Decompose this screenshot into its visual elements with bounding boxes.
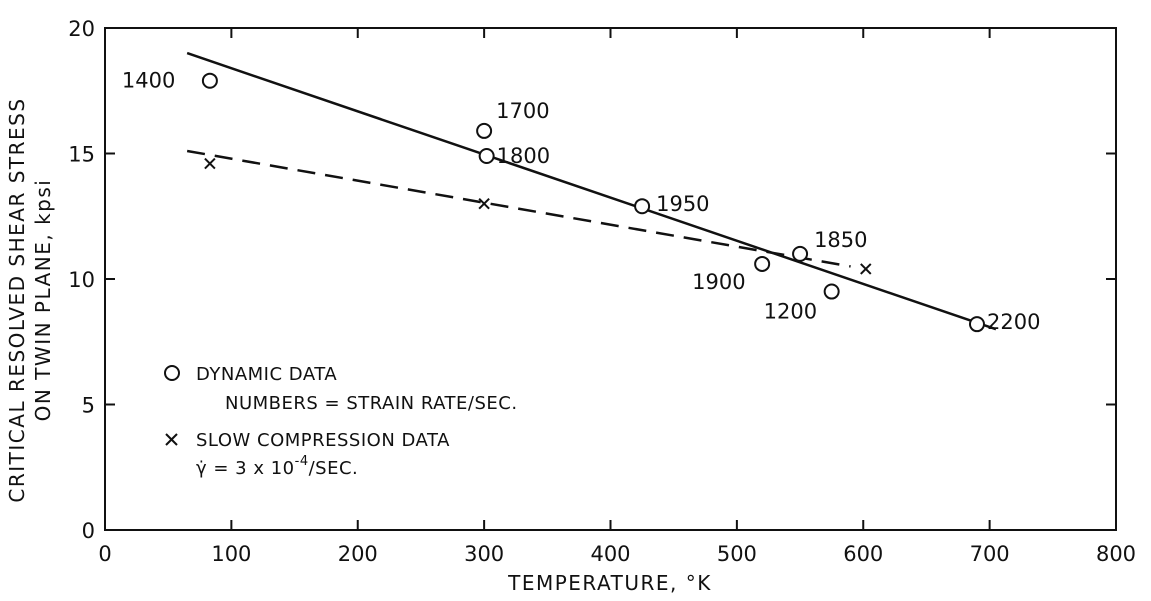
data-point-label: 1700	[496, 99, 549, 123]
data-point-label: 1200	[764, 300, 817, 324]
x-tick-label: 500	[717, 542, 757, 566]
legend-x-note-prefix: γ̇ = 3 x 10	[196, 458, 295, 479]
y-axis-title-line-1: CRITICAL RESOLVED SHEAR STRESS	[5, 97, 29, 502]
dynamic-data-point	[968, 316, 985, 333]
tick-labels: 0 100 200 300 400 500 600 700 800 0 5 10 15 20	[68, 17, 1136, 566]
slow-data-point	[860, 263, 872, 275]
x-axis-title: TEMPERATURE, °K	[507, 571, 712, 595]
legend-circle-note: NUMBERS = STRAIN RATE/SEC.	[225, 393, 518, 414]
dynamic-data-point	[201, 72, 218, 89]
y-axis-title-line-2: ON TWIN PLANE, kpsi	[31, 179, 55, 422]
legend: DYNAMIC DATA NUMBERS = STRAIN RATE/SEC. …	[164, 364, 518, 479]
dynamic-fit-line	[186, 51, 997, 331]
y-tick-label: 0	[82, 519, 95, 543]
slow-data-point	[478, 197, 490, 210]
slow-data-point-stroke	[478, 197, 490, 210]
fit-lines	[186, 51, 997, 331]
axis-ticks	[104, 27, 1117, 531]
y-tick-label: 5	[82, 394, 95, 418]
dynamic-data-point	[792, 245, 809, 262]
x-tick-label: 700	[970, 542, 1010, 566]
slow-data-point-stroke	[860, 263, 872, 275]
x-tick-label: 600	[843, 542, 883, 566]
x-tick-label: 800	[1096, 542, 1136, 566]
y-tick-label: 20	[68, 17, 95, 41]
data-markers	[201, 72, 985, 333]
dynamic-data-point	[634, 198, 651, 215]
y-tick-label: 15	[68, 143, 95, 167]
dynamic-data-point	[754, 255, 771, 272]
legend-x-marker	[165, 433, 178, 446]
x-tick-label: 0	[98, 542, 111, 566]
y-axis-title: CRITICAL RESOLVED SHEAR STRESS ON TWIN P…	[5, 97, 55, 502]
data-point-label: 1400	[122, 69, 175, 93]
data-point-label: 1800	[497, 144, 550, 168]
dynamic-data-point	[478, 148, 495, 165]
slow-data-point-stroke	[204, 157, 216, 170]
slow-data-point	[204, 157, 216, 170]
plot-border	[104, 27, 1117, 531]
legend-x-label: SLOW COMPRESSION DATA	[196, 430, 450, 451]
x-tick-label: 300	[464, 542, 504, 566]
legend-x-note-suffix: /SEC.	[309, 458, 359, 479]
point-labels: 1400 1700 1800 1950 1900 1850 1200 2200	[122, 69, 1041, 334]
legend-x-note: γ̇ = 3 x 10-4/SEC.	[196, 454, 358, 479]
data-point-label: 1850	[814, 228, 867, 252]
data-point-label: 1950	[656, 192, 709, 216]
plot-frame	[104, 27, 1117, 531]
legend-x-note-exponent: -4	[295, 454, 309, 469]
data-point-label: 2200	[987, 310, 1040, 334]
data-point-label: 1900	[692, 270, 745, 294]
legend-circle-marker	[164, 365, 180, 381]
y-tick-label: 10	[68, 268, 95, 292]
x-tick-label: 100	[211, 542, 251, 566]
x-tick-label: 200	[338, 542, 378, 566]
dynamic-data-point	[476, 122, 493, 139]
dynamic-data-point	[823, 283, 840, 300]
slow-fit-line	[186, 149, 851, 268]
x-tick-label: 400	[590, 542, 630, 566]
legend-circle-label: DYNAMIC DATA	[196, 364, 337, 385]
